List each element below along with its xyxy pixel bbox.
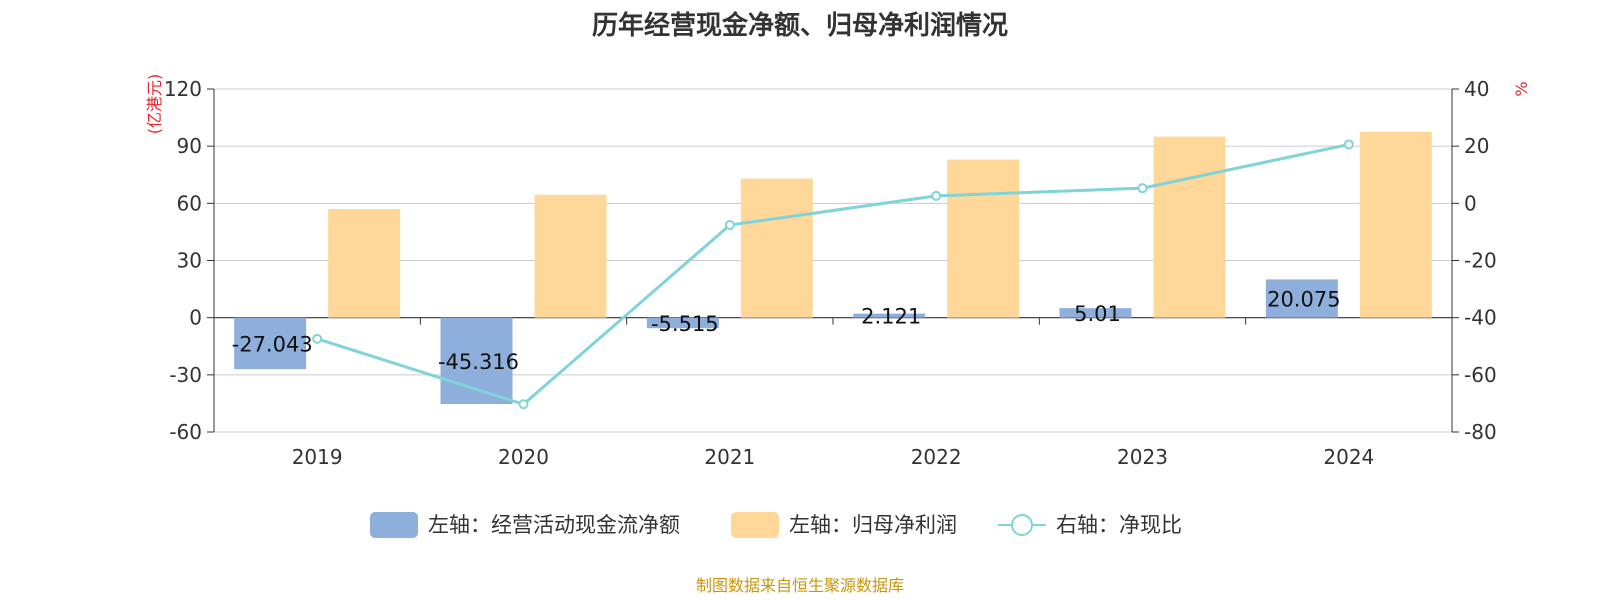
- x-tick-label: 2022: [911, 445, 962, 469]
- data-label-cashflow-2023: 5.01: [1074, 302, 1121, 326]
- left-tick-label: 120: [164, 77, 202, 101]
- legend-label-cashflow: 左轴：经营活动现金流净额: [428, 513, 680, 537]
- left-tick-label: 60: [177, 191, 202, 215]
- data-label-cashflow-2020: -45.316: [438, 350, 519, 374]
- data-label-cashflow-2024: 20.075: [1267, 288, 1340, 312]
- x-tick-label: 2021: [704, 445, 755, 469]
- data-labels: -27.043 -45.316 -5.515 2.121 5.01 20.075: [232, 288, 1341, 374]
- grid: [214, 88, 1452, 433]
- bar-net-profit-2019: [328, 209, 401, 318]
- right-tick-label: 20: [1464, 134, 1489, 158]
- left-axis-unit: (亿港元): [145, 74, 164, 135]
- bar-net-profit-2023: [1153, 136, 1226, 318]
- point-cash-ratio-2021: [724, 220, 735, 231]
- bar-cashflow-2021: [646, 317, 719, 329]
- bar-cashflow-2022: [853, 313, 926, 318]
- source-note: 制图数据来自恒生聚源数据库: [696, 576, 904, 595]
- right-axis-unit: %: [1512, 81, 1531, 96]
- right-tick-label: 0: [1464, 191, 1477, 215]
- point-cash-ratio-2024: [1343, 139, 1354, 150]
- bar-net-profit-2021: [740, 178, 813, 318]
- left-tick-label: 90: [177, 134, 202, 158]
- bar-net-profit-2020: [534, 194, 607, 318]
- point-cash-ratio-2020: [518, 399, 529, 410]
- legend-label-net-profit: 左轴：归母净利润: [789, 513, 957, 537]
- bars: [234, 131, 1432, 405]
- left-tick-label: -60: [169, 420, 202, 444]
- x-tick-label: 2023: [1117, 445, 1168, 469]
- bar-net-profit-2022: [947, 159, 1020, 318]
- point-cash-ratio-2023: [1137, 183, 1148, 194]
- legend-swatch-cashflow: [370, 512, 418, 538]
- bar-cashflow-2024: [1265, 279, 1338, 318]
- legend-marker-cash-ratio: [1011, 514, 1033, 536]
- line-series: [312, 139, 1354, 410]
- right-tick-label: -20: [1464, 249, 1497, 273]
- axes: -60 -30 0 30 60 90 120 -80 -60 -40 -20 0 20 40 2019 202…: [145, 74, 1531, 469]
- right-tick-label: -80: [1464, 420, 1497, 444]
- bar-cashflow-2023: [1059, 308, 1132, 318]
- left-tick-label: 30: [177, 249, 202, 273]
- data-label-cashflow-2019: -27.043: [232, 332, 313, 356]
- chart-title: 历年经营现金净额、归母净利润情况: [592, 10, 1008, 41]
- x-tick-label: 2020: [498, 445, 549, 469]
- left-tick-label: 0: [189, 306, 202, 330]
- data-label-cashflow-2021: -5.515: [651, 312, 719, 336]
- point-cash-ratio-2022: [931, 190, 942, 201]
- right-tick-label: 40: [1464, 77, 1489, 101]
- legend-swatch-net-profit: [731, 512, 779, 538]
- x-tick-label: 2019: [292, 445, 343, 469]
- x-tick-label: 2024: [1323, 445, 1374, 469]
- point-cash-ratio-2019: [312, 333, 323, 344]
- bar-net-profit-2024: [1359, 131, 1432, 318]
- right-tick-label: -60: [1464, 363, 1497, 387]
- right-tick-label: -40: [1464, 306, 1497, 330]
- legend-label-cash-ratio: 右轴：净现比: [1056, 513, 1182, 537]
- bar-cashflow-2019: [234, 317, 307, 370]
- legend[interactable]: 左轴：经营活动现金流净额 左轴：归母净利润 右轴：净现比: [370, 512, 1182, 538]
- data-label-cashflow-2022: 2.121: [861, 305, 921, 329]
- line-cash-ratio: [316, 142, 1350, 406]
- left-tick-label: -30: [169, 363, 202, 387]
